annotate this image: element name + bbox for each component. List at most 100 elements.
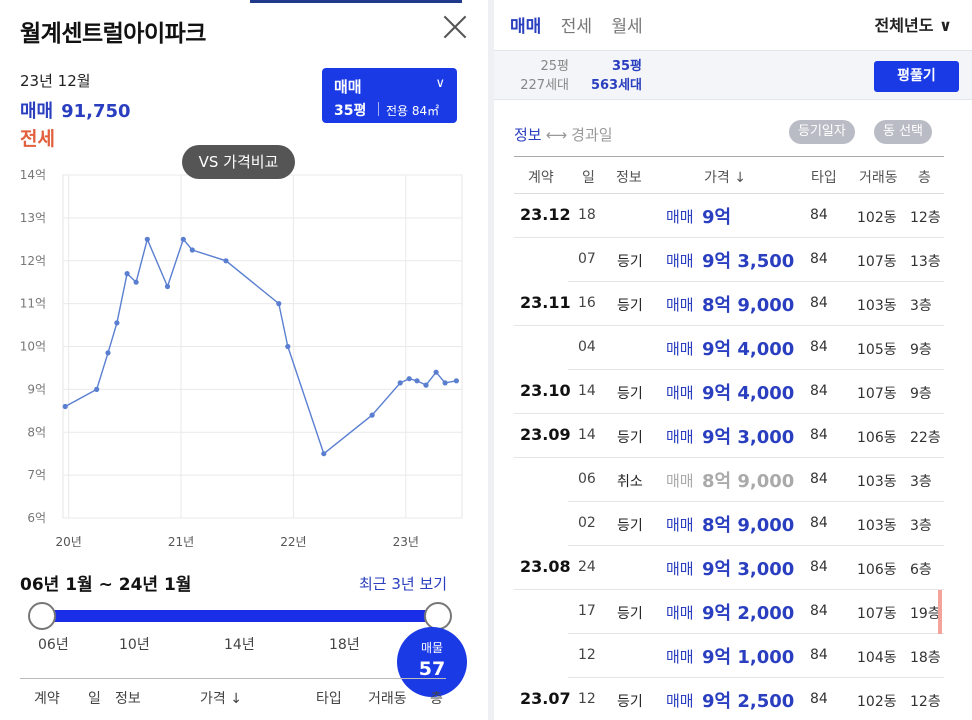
row-info: 등기 xyxy=(617,386,643,402)
table-row[interactable]: 23.12 18 매매 9억 84 102동 12층 xyxy=(514,194,944,238)
info-elapsed-toggle[interactable]: 정보 ⟷ 경과일 xyxy=(514,124,613,145)
row-deal-kind: 매매 xyxy=(666,604,694,622)
units-label: 227세대 xyxy=(520,78,569,93)
row-type: 84 xyxy=(810,383,828,399)
col-price[interactable]: 가격 ↓ xyxy=(200,691,242,707)
pyeong-expand-button[interactable]: 평풀기 xyxy=(874,61,959,92)
dong-select-chip[interactable]: 동 선택 xyxy=(874,120,933,144)
year-select[interactable]: 전체년도 ∨ xyxy=(874,16,952,35)
data-point[interactable] xyxy=(133,279,139,285)
col-floor[interactable]: 층 xyxy=(430,691,443,707)
row-type: 84 xyxy=(810,515,828,531)
data-point[interactable] xyxy=(414,378,420,384)
data-point[interactable] xyxy=(433,369,439,375)
y-tick-label: 11억 xyxy=(20,297,46,311)
col-dong[interactable]: 거래동 xyxy=(859,170,898,186)
period-range-label: 06년 1월 ~ 24년 1월 xyxy=(20,575,192,595)
row-info: 등기 xyxy=(617,430,643,446)
registration-date-chip[interactable]: 등기일자 xyxy=(789,120,855,144)
data-point[interactable] xyxy=(62,403,68,410)
close-icon[interactable] xyxy=(440,12,470,42)
row-floor: 9층 xyxy=(910,342,932,358)
selected-date: 23년 12월 xyxy=(20,72,91,90)
row-price: 9억 2,000 xyxy=(702,603,795,624)
table-row[interactable]: 06 취소 매매 8억 9,000 84 103동 3층 xyxy=(514,458,944,502)
data-point[interactable] xyxy=(105,350,111,356)
table-row[interactable]: 04 매매 9억 4,000 84 105동 9층 xyxy=(514,326,944,370)
row-day: 24 xyxy=(578,559,596,575)
row-divider xyxy=(568,633,944,634)
row-divider xyxy=(514,413,944,414)
data-point[interactable] xyxy=(223,258,229,264)
y-tick-label: 12억 xyxy=(20,254,46,268)
row-type: 84 xyxy=(810,427,828,443)
size-option-35[interactable]: 35평 563세대 xyxy=(574,57,642,95)
row-deal-kind: 매매 xyxy=(666,428,694,446)
data-point[interactable] xyxy=(321,451,327,457)
table-row[interactable]: 23.09 14 등기 매매 9억 3,000 84 106동 22층 xyxy=(514,414,944,458)
x-tick-label: 20년 xyxy=(55,535,81,549)
vs-compare-button[interactable]: VS 가격비교 xyxy=(182,145,295,179)
data-point[interactable] xyxy=(189,247,195,253)
table-row[interactable]: 02 등기 매매 8억 9,000 84 103동 3층 xyxy=(514,502,944,546)
col-day[interactable]: 일 xyxy=(582,170,595,186)
price-series-line xyxy=(64,237,457,455)
listing-count-button[interactable]: 매물 57 xyxy=(397,627,467,697)
row-dong: 107동 xyxy=(857,386,897,402)
table-row[interactable]: 23.10 14 등기 매매 9억 4,000 84 107동 9층 xyxy=(514,370,944,414)
row-dong: 102동 xyxy=(857,694,897,710)
col-day[interactable]: 일 xyxy=(88,691,101,707)
col-type[interactable]: 타입 xyxy=(316,691,342,707)
data-point[interactable] xyxy=(369,412,375,418)
type-selector-button[interactable]: 매매 ∨ 35평 전용 84㎡ xyxy=(322,68,457,123)
col-price[interactable]: 가격 ↓ xyxy=(704,170,746,186)
row-price: 8억 9,000 xyxy=(702,295,795,316)
data-point[interactable] xyxy=(442,380,448,386)
type-area: 전용 84㎡ xyxy=(386,104,440,118)
table-row[interactable]: 23.11 16 등기 매매 8억 9,000 84 103동 3층 xyxy=(514,282,944,326)
slider-handle-end[interactable] xyxy=(424,602,452,630)
table-row[interactable]: 23.07 12 등기 매매 9억 2,500 84 102동 12층 xyxy=(514,678,944,720)
data-point[interactable] xyxy=(114,320,120,326)
col-floor[interactable]: 층 xyxy=(918,170,931,186)
data-point[interactable] xyxy=(124,271,130,277)
row-month: 23.09 xyxy=(520,425,571,444)
toggle-elapsed[interactable]: 경과일 xyxy=(571,126,613,144)
sale-label: 매매 xyxy=(20,101,54,122)
data-point[interactable] xyxy=(397,380,403,386)
col-info[interactable]: 정보 xyxy=(115,691,141,707)
recent-3y-link[interactable]: 최근 3년 보기 xyxy=(359,575,448,593)
data-point[interactable] xyxy=(94,386,100,392)
toggle-info[interactable]: 정보 xyxy=(514,126,542,144)
listing-label: 매물 xyxy=(420,641,444,655)
sale-value: 91,750 xyxy=(61,101,131,122)
data-point[interactable] xyxy=(423,382,429,388)
col-contract[interactable]: 계약 xyxy=(34,691,60,707)
period-slider-track[interactable] xyxy=(42,610,438,622)
tab-sale[interactable]: 매매 xyxy=(510,17,542,37)
tab-jeonse[interactable]: 전세 xyxy=(560,17,592,37)
data-point[interactable] xyxy=(144,236,150,242)
col-contract[interactable]: 계약 xyxy=(528,170,554,186)
data-point[interactable] xyxy=(276,301,282,307)
slider-handle-start[interactable] xyxy=(28,602,56,630)
col-info[interactable]: 정보 xyxy=(616,170,642,186)
col-type[interactable]: 타입 xyxy=(811,170,837,186)
col-dong[interactable]: 거래동 xyxy=(368,691,407,707)
row-info: 등기 xyxy=(617,606,643,622)
table-row[interactable]: 23.08 24 매매 9억 3,000 84 106동 6층 xyxy=(514,546,944,590)
table-row[interactable]: 07 등기 매매 9억 3,500 84 107동 13층 xyxy=(514,238,944,282)
table-row[interactable]: 12 매매 9억 1,000 84 104동 18층 xyxy=(514,634,944,678)
size-option-25[interactable]: 25평 227세대 xyxy=(514,57,569,95)
data-point[interactable] xyxy=(285,343,291,350)
tab-monthly[interactable]: 월세 xyxy=(611,17,643,37)
data-point[interactable] xyxy=(180,236,186,242)
sale-price-summary: 매매 91,750 xyxy=(20,97,131,123)
data-point[interactable] xyxy=(164,283,171,290)
row-day: 16 xyxy=(578,295,596,311)
data-point[interactable] xyxy=(453,378,459,384)
data-point[interactable] xyxy=(406,376,412,382)
y-tick-label: 10억 xyxy=(20,340,46,354)
price-chart-svg: 14억 13억 12억 11억 10억 9억 8억 7억 6억 20년 21년 22년 23년 xyxy=(20,168,463,549)
table-row[interactable]: 17 등기 매매 9억 2,000 84 107동 19층 xyxy=(514,590,944,634)
